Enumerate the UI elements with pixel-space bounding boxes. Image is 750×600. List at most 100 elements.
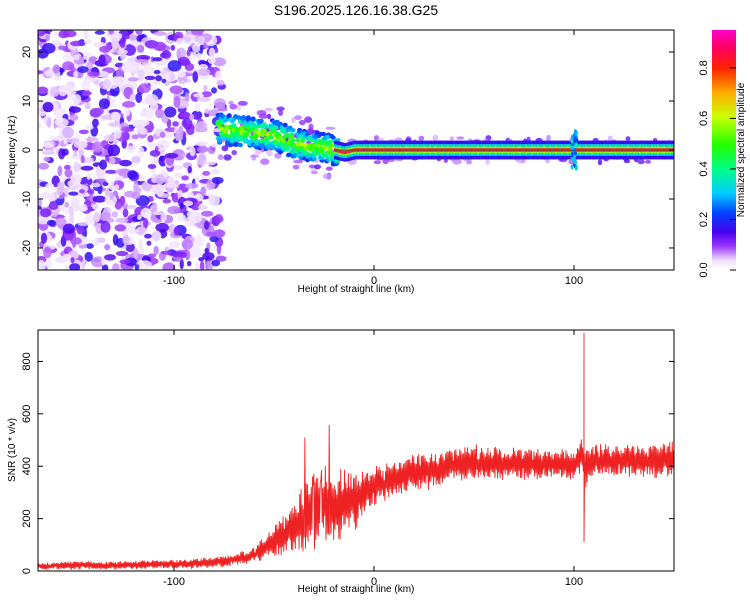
noise-cell bbox=[137, 45, 145, 53]
halo-cell bbox=[217, 154, 224, 161]
noise-cell bbox=[95, 107, 104, 115]
noise-cell bbox=[160, 250, 172, 255]
noise-cell bbox=[180, 79, 186, 85]
noise-cell bbox=[45, 182, 54, 189]
noise-cell bbox=[135, 187, 142, 194]
noise-cell bbox=[87, 188, 95, 195]
colorbar: 0.0 0.2 0.4 0.6 0.8 Normalized spectral ampl… bbox=[698, 30, 747, 278]
noise-cell bbox=[48, 201, 59, 210]
noise-cell bbox=[211, 176, 224, 185]
noise-cell bbox=[92, 141, 103, 153]
noise-cell bbox=[164, 152, 179, 159]
noise-cell bbox=[41, 191, 52, 199]
halo-cell bbox=[625, 136, 631, 141]
noise-cell bbox=[200, 186, 207, 197]
noise-cell bbox=[179, 202, 184, 210]
noise-cell bbox=[120, 52, 126, 61]
signal-cell bbox=[277, 121, 283, 127]
noise-cell bbox=[184, 92, 190, 103]
noise-cell bbox=[148, 86, 158, 91]
halo-cell bbox=[223, 154, 232, 161]
halo-cell bbox=[276, 106, 285, 112]
noise-cell bbox=[173, 226, 179, 237]
noise-cell bbox=[138, 260, 152, 270]
y-tick-label: 600 bbox=[21, 405, 33, 423]
noise-cell bbox=[176, 37, 183, 46]
noise-cell bbox=[43, 246, 52, 259]
noise-cell bbox=[182, 117, 193, 130]
noise-cell bbox=[137, 244, 144, 257]
halo-cell bbox=[373, 160, 382, 165]
x-tick-label: 0 bbox=[371, 275, 377, 287]
noise-cell bbox=[138, 174, 145, 182]
blip-cell bbox=[574, 160, 578, 165]
signal-cell bbox=[260, 132, 266, 138]
noise-cell bbox=[73, 161, 80, 173]
noise-cell bbox=[38, 215, 50, 225]
noise-cell bbox=[70, 257, 75, 264]
signal-cell bbox=[321, 131, 327, 137]
halo-cell bbox=[452, 159, 462, 165]
halo-cell bbox=[304, 116, 313, 124]
noise-cell bbox=[63, 139, 69, 145]
noise-cell bbox=[80, 155, 85, 164]
noise-cell bbox=[178, 56, 190, 66]
blip-cell bbox=[573, 136, 577, 141]
noise-cell bbox=[151, 168, 156, 174]
noise-cell bbox=[85, 137, 99, 142]
noise-cell bbox=[124, 106, 131, 117]
halo-cell bbox=[215, 104, 226, 110]
noise-cell bbox=[155, 222, 169, 233]
noise-cell bbox=[56, 185, 64, 196]
noise-cell bbox=[92, 205, 100, 210]
noise-cell bbox=[73, 54, 80, 61]
blip-cell bbox=[575, 165, 579, 170]
noise-cell bbox=[61, 148, 69, 156]
noise-cell bbox=[122, 235, 130, 245]
signal-cell bbox=[237, 142, 243, 148]
noise-cell bbox=[78, 149, 84, 157]
noise-cell bbox=[83, 30, 89, 40]
noise-cell bbox=[121, 126, 130, 133]
noise-cell bbox=[203, 220, 210, 230]
noise-cell bbox=[164, 106, 177, 118]
noise-cell bbox=[205, 161, 216, 166]
noise-cell bbox=[38, 86, 49, 95]
noise-cell bbox=[43, 156, 51, 162]
noise-cell bbox=[94, 30, 105, 35]
noise-cell bbox=[203, 84, 208, 92]
halo-cell bbox=[258, 113, 269, 119]
noise-cell bbox=[135, 30, 143, 35]
signal-cell bbox=[290, 138, 296, 143]
noise-cell bbox=[49, 135, 62, 141]
noise-cell bbox=[211, 259, 221, 267]
halo-cell bbox=[266, 113, 272, 120]
noise-cell bbox=[189, 211, 203, 224]
noise-cell bbox=[161, 50, 172, 59]
noise-cell bbox=[80, 165, 94, 171]
colorbar-gradient bbox=[712, 30, 736, 270]
noise-cell bbox=[73, 150, 78, 157]
noise-cell bbox=[119, 259, 131, 264]
noise-cell bbox=[136, 123, 145, 135]
signal-cell bbox=[289, 132, 295, 137]
signal-cell bbox=[253, 139, 259, 144]
noise-cell bbox=[135, 226, 147, 237]
noise-cell bbox=[169, 240, 180, 249]
noise-cell bbox=[93, 211, 101, 223]
noise-cell bbox=[126, 204, 137, 210]
noise-cell bbox=[96, 237, 106, 243]
noise-cell bbox=[156, 185, 165, 197]
noise-cell bbox=[189, 146, 196, 157]
noise-cell bbox=[207, 57, 216, 65]
noise-cell bbox=[38, 30, 46, 37]
blip-cell bbox=[573, 129, 577, 134]
noise-cell bbox=[119, 37, 126, 48]
signal-cell bbox=[329, 143, 335, 149]
noise-cell bbox=[181, 238, 193, 250]
noise-cell bbox=[196, 146, 209, 153]
signal-cell bbox=[277, 149, 283, 155]
noise-cell bbox=[84, 213, 94, 225]
noise-cell bbox=[70, 201, 80, 213]
